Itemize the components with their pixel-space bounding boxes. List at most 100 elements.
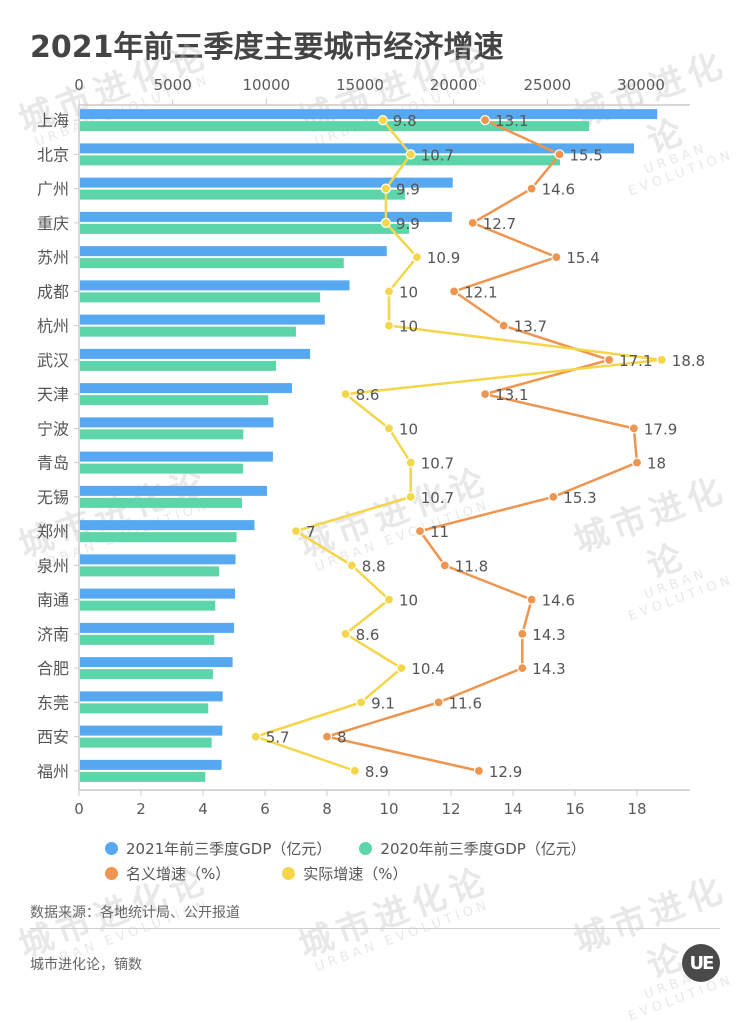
bar-gdp-2020 (80, 360, 277, 371)
real-growth-point (346, 560, 357, 571)
nominal-growth-value-label: 13.1 (495, 112, 528, 130)
data-source-note: 数据来源：各地统计局、公开报道 (30, 905, 240, 921)
legend: 2021年前三季度GDP（亿元） 2020年前三季度GDP（亿元） 名义增速（%… (105, 836, 665, 886)
bar-gdp-2020 (80, 634, 215, 645)
bar-gdp-2021 (80, 588, 236, 599)
category-label: 青岛 (37, 454, 69, 473)
real-growth-value-label: 10.7 (421, 455, 454, 473)
top-axis-tick-label: 0 (74, 76, 84, 94)
bar-gdp-2020 (80, 463, 243, 474)
real-growth-point (340, 628, 351, 639)
top-axis-tick-label: 10000 (242, 76, 290, 94)
nominal-growth-value-label: 12.7 (483, 215, 516, 233)
category-label: 北京 (37, 145, 69, 164)
bar-gdp-2021 (80, 759, 222, 770)
nominal-growth-value-label: 11.8 (455, 557, 488, 575)
real-growth-value-label: 10.4 (411, 660, 444, 678)
lines (254, 118, 664, 773)
bar-gdp-2020 (80, 121, 590, 132)
top-axis-tick-label: 15000 (336, 76, 384, 94)
nominal-growth-point (449, 286, 460, 297)
bar-gdp-2021 (80, 109, 658, 120)
bottom-axis-tick-label: 0 (74, 800, 84, 818)
category-label: 郑州 (37, 522, 69, 541)
category-label: 武汉 (37, 351, 69, 370)
real-growth-value-label: 10 (399, 283, 418, 301)
real-growth-point (380, 217, 391, 228)
nominal-growth-value-label: 11.6 (449, 694, 482, 712)
bottom-axis-tick-label: 6 (260, 800, 270, 818)
real-growth-value-label: 10 (399, 318, 418, 336)
real-growth-point (349, 765, 360, 776)
real-growth-point (405, 457, 416, 468)
real-growth-point (356, 697, 367, 708)
real-growth-point (383, 423, 395, 434)
nominal-growth-point (414, 526, 426, 537)
category-label: 合肥 (37, 659, 69, 678)
real-growth-point (290, 526, 302, 537)
bar-gdp-2021 (80, 417, 274, 428)
nominal-growth-point (439, 560, 450, 571)
bar-gdp-2020 (80, 771, 206, 782)
real-growth-point (250, 731, 261, 742)
real-growth-point (405, 491, 416, 502)
real-growth-value-label: 8.8 (362, 557, 386, 575)
top-axis-tick-label: 30000 (617, 76, 665, 94)
nominal-growth-value-label: 12.1 (464, 283, 497, 301)
bar-gdp-2021 (80, 211, 452, 222)
line-nominal-growth (325, 118, 639, 773)
category-label: 苏州 (37, 248, 69, 267)
real-growth-point (396, 663, 407, 674)
category-label: 杭州 (37, 317, 69, 336)
nominal-growth-point (517, 663, 528, 674)
legend-item-real-growth[interactable]: 实际增速（%） (282, 863, 408, 884)
nominal-growth-value-label: 8 (337, 729, 347, 747)
bar-gdp-2021 (80, 177, 453, 188)
bottom-axis-tick-label: 16 (565, 800, 584, 818)
chart-title: 2021年前三季度主要城市经济增速 (30, 30, 504, 65)
category-label: 东莞 (37, 693, 69, 712)
combo-chart: 0 5000 10000 15000 20000 25000 30000 0 2 4 6 8 10 12 1… (37, 76, 705, 818)
legend-item-gdp-2021[interactable]: 2021年前三季度GDP（亿元） (105, 838, 331, 859)
category-label: 济南 (37, 625, 69, 644)
real-growth-point (383, 594, 395, 605)
real-growth-value-label: 10.7 (421, 146, 454, 164)
nominal-growth-value-label: 13.7 (514, 318, 547, 336)
bar-gdp-2021 (80, 280, 350, 291)
nominal-growth-value-label: 11 (430, 523, 449, 541)
bar-gdp-2020 (80, 223, 410, 234)
real-growth-value-label: 9.8 (393, 112, 417, 130)
nominal-growth-point (498, 320, 509, 331)
legend-item-nominal-growth[interactable]: 名义增速（%） (105, 863, 230, 884)
bar-gdp-2021 (80, 485, 267, 496)
real-growth-value-label: 10 (399, 420, 418, 438)
real-growth-point (383, 286, 395, 297)
bar-gdp-2020 (80, 395, 269, 406)
real-growth-point (340, 389, 351, 400)
nominal-growth-point (603, 354, 615, 365)
bar-gdp-2021 (80, 314, 325, 325)
top-axis-tick-label: 20000 (430, 76, 478, 94)
nominal-growth-point (433, 697, 444, 708)
legend-label: 2020年前三季度GDP（亿元） (380, 840, 586, 858)
real-growth-value-label: 10.9 (427, 249, 460, 267)
bar-gdp-2021 (80, 657, 233, 668)
real-growth-value-label: 8.6 (356, 386, 380, 404)
bottom-axis-tick-label: 2 (136, 800, 146, 818)
real-growth-point (377, 115, 388, 126)
bar-gdp-2020 (80, 189, 405, 200)
credit-text: 城市进化论，镝数 (30, 957, 142, 973)
bar-gdp-2020 (80, 292, 321, 303)
legend-item-gdp-2020[interactable]: 2020年前三季度GDP（亿元） (359, 838, 586, 859)
nominal-growth-point (548, 491, 559, 502)
real-growth-value-label: 8.6 (356, 626, 380, 644)
nominal-growth-point (551, 252, 562, 263)
top-axis-tick-label: 25000 (523, 76, 571, 94)
category-label: 南通 (37, 591, 69, 610)
divider (30, 928, 720, 929)
nominal-growth-value-label: 15.5 (570, 146, 603, 164)
bottom-axis-tick-label: 12 (441, 800, 460, 818)
bar-gdp-2021 (80, 554, 236, 565)
category-label: 上海 (37, 111, 69, 130)
legend-marker-icon (105, 867, 118, 880)
